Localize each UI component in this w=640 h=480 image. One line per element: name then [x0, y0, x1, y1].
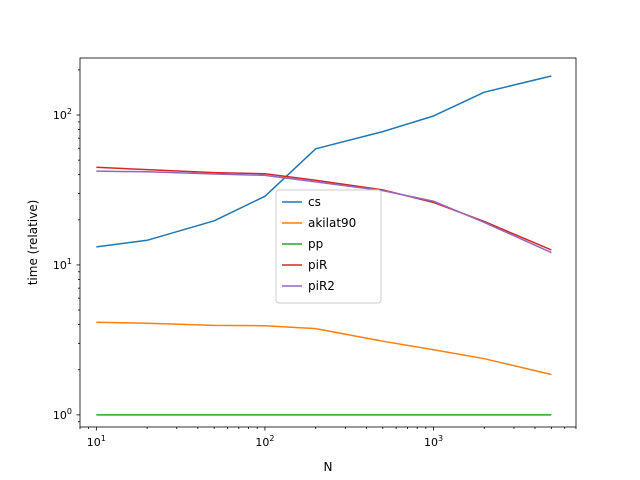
series-line-akilat90: [96, 321, 552, 376]
y-tick-label: 100: [53, 407, 72, 422]
y-axis: 100 101 102: [53, 69, 80, 423]
y-tick-label: 101: [53, 257, 72, 272]
legend-label-piR2: piR2: [308, 279, 335, 293]
legend-label-pp: pp: [308, 237, 323, 251]
legend-label-akilat90: akilat90: [308, 216, 356, 230]
x-axis-label: N: [324, 460, 333, 474]
series-line-cs: [96, 75, 552, 248]
x-tick-label: 103: [424, 434, 443, 449]
legend-label-piR: piR: [308, 258, 327, 272]
legend-label-cs: cs: [308, 195, 321, 209]
y-axis-label: time (relative): [26, 200, 40, 286]
legend: cs akilat90 pp piR piR2: [275, 189, 382, 304]
legend-box: [275, 189, 382, 304]
plot-frame: [79, 57, 577, 428]
x-tick-label: 101: [87, 434, 106, 449]
x-tick-label: 102: [255, 434, 274, 449]
plot-lines: [96, 75, 552, 416]
x-axis: 101 102 103: [79, 427, 577, 449]
series-line-piR2: [96, 170, 552, 254]
y-tick-label: 102: [53, 107, 72, 122]
